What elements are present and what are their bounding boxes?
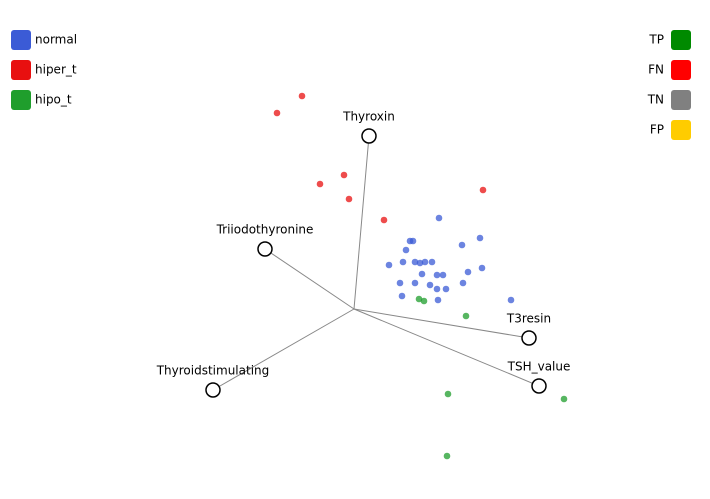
data-point (409, 237, 417, 245)
data-point (420, 297, 428, 305)
data-point (458, 241, 466, 249)
data-point (396, 279, 404, 287)
data-point (345, 195, 353, 203)
anchor-spoke (353, 135, 370, 310)
data-point (316, 180, 324, 188)
anchor-label: Thyroxin (342, 110, 395, 124)
anchor-label: T3resin (506, 312, 551, 326)
data-point (433, 271, 441, 279)
data-point (411, 258, 419, 266)
data-point (435, 214, 443, 222)
anchor-label: Thyroidstimulating (156, 364, 270, 378)
anchor (531, 378, 547, 394)
data-point (462, 312, 470, 320)
legend-swatch (11, 30, 31, 50)
data-point (418, 270, 426, 278)
data-point (507, 296, 515, 304)
data-point (273, 109, 281, 117)
data-point (426, 281, 434, 289)
legend-swatch (11, 90, 31, 110)
anchor (205, 382, 221, 398)
data-point (385, 261, 393, 269)
data-point (411, 279, 419, 287)
anchor (257, 241, 273, 257)
outcome-label: TP (648, 33, 664, 47)
outcome-swatch (671, 60, 691, 80)
data-point (340, 171, 348, 179)
data-point (439, 271, 447, 279)
anchor-spoke (264, 248, 355, 310)
outcome-label: FP (650, 123, 664, 137)
data-point (444, 390, 452, 398)
data-point (443, 452, 451, 460)
anchor-label: Triiodothyronine (216, 223, 314, 237)
legend-label: hiper_t (35, 63, 77, 77)
data-point (459, 279, 467, 287)
data-point (298, 92, 306, 100)
data-point (415, 295, 423, 303)
legend-label: normal (35, 33, 77, 47)
anchor-spoke (353, 308, 530, 339)
data-point (398, 292, 406, 300)
data-point (421, 258, 429, 266)
outcome-swatch (671, 120, 691, 140)
data-point (428, 258, 436, 266)
anchor-label: TSH_value (507, 360, 571, 374)
outcome-label: FN (648, 63, 664, 77)
data-point (464, 268, 472, 276)
outcome-label: TN (647, 93, 664, 107)
anchor-spoke (353, 308, 540, 387)
data-point (399, 258, 407, 266)
data-point (402, 246, 410, 254)
anchor (521, 330, 537, 346)
anchor-spoke (212, 308, 355, 391)
legend-swatch (11, 60, 31, 80)
data-point (416, 259, 424, 267)
data-point (560, 395, 568, 403)
legend-label: hipo_t (35, 93, 72, 107)
data-point (442, 285, 450, 293)
data-point (476, 234, 484, 242)
anchor (361, 128, 377, 144)
data-point (478, 264, 486, 272)
data-point (433, 285, 441, 293)
data-point (434, 296, 442, 304)
outcome-swatch (671, 90, 691, 110)
outcome-swatch (671, 30, 691, 50)
data-point (380, 216, 388, 224)
data-point (479, 186, 487, 194)
